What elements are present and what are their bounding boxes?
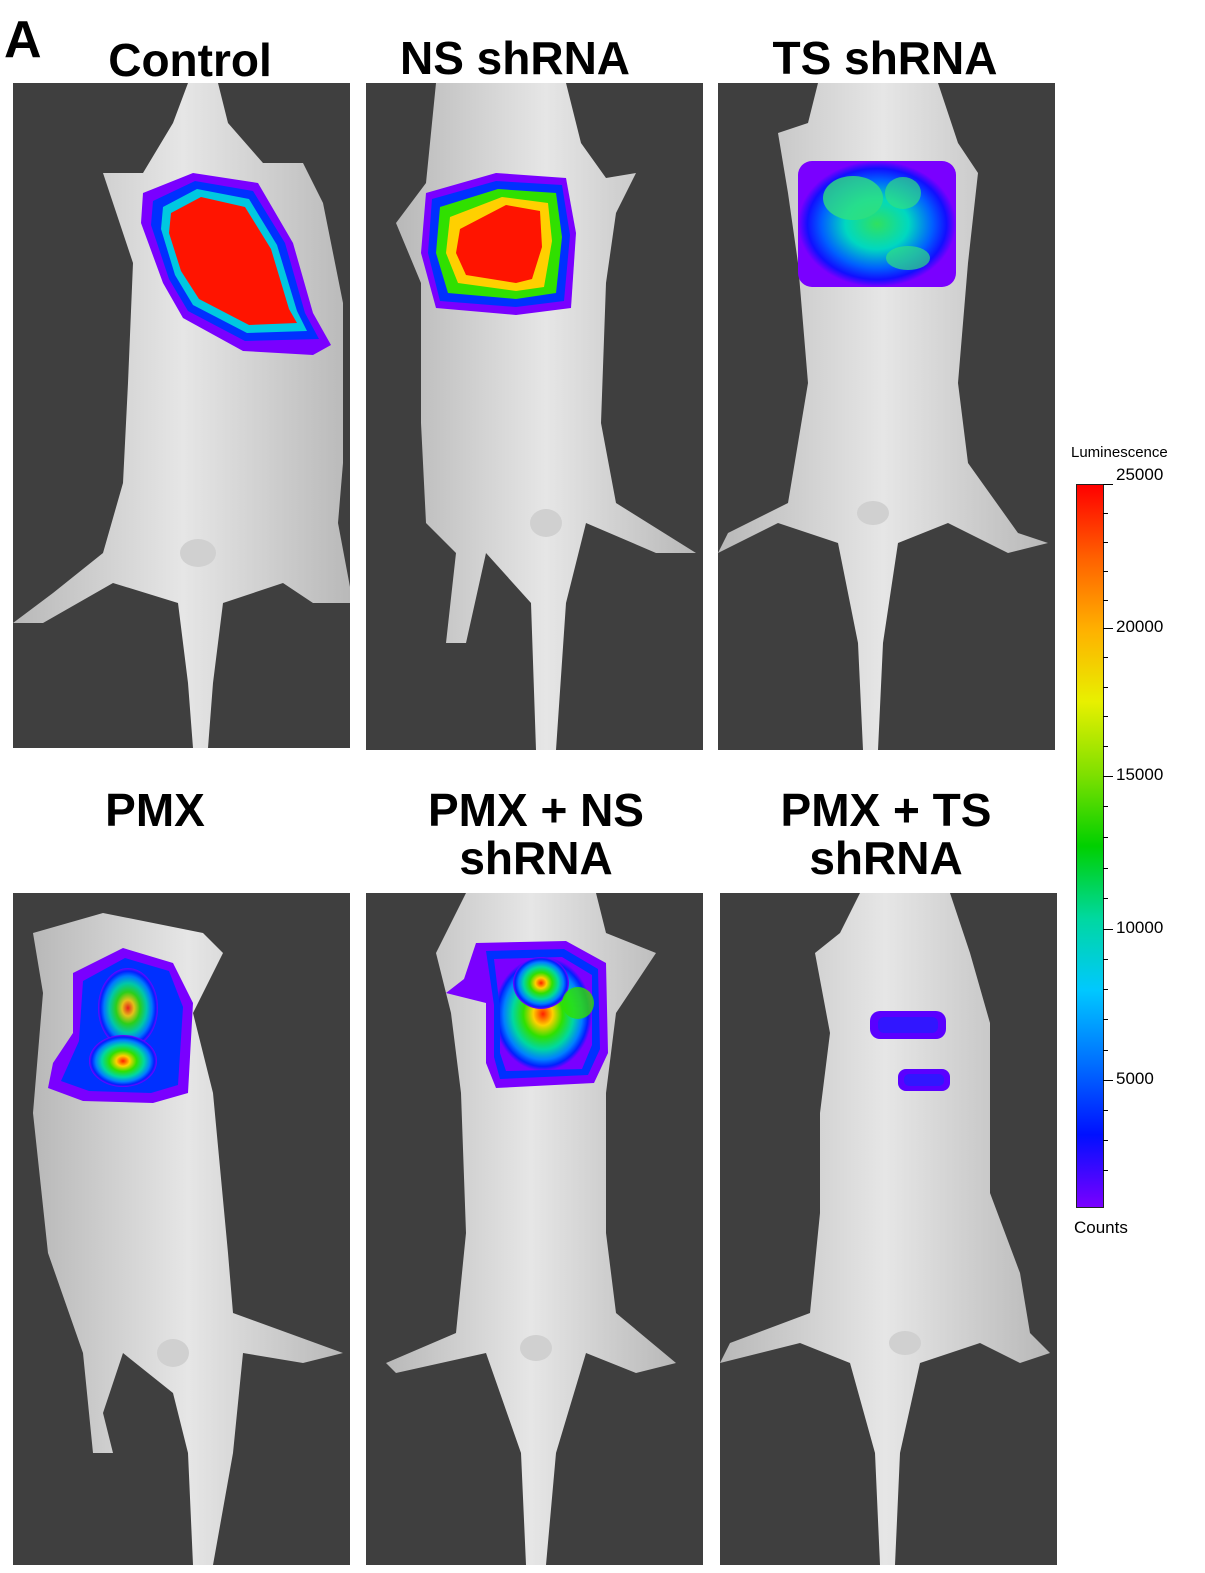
scale-minor-tick: [1103, 989, 1108, 990]
scale-title: Luminescence: [1071, 444, 1168, 461]
scale-label-5000: 5000: [1116, 1069, 1154, 1088]
scale-tick: [1103, 776, 1113, 777]
scale-minor-tick: [1103, 600, 1108, 601]
scale-minor-tick: [1103, 657, 1108, 658]
scale-tick: [1103, 1080, 1113, 1081]
scale-minor-tick: [1103, 542, 1108, 543]
scale-minor-tick: [1103, 1019, 1108, 1020]
scale-minor-tick: [1103, 513, 1108, 514]
scale-minor-tick: [1103, 806, 1108, 807]
group-label-ts-shrna: TS shRNA: [772, 32, 998, 84]
group-label-ns-shrna: NS shRNA: [399, 32, 631, 84]
luminescence-colorbar: [1076, 484, 1104, 1208]
scale-label-25000: 25000: [1116, 465, 1164, 484]
scale-label-20000: 20000: [1116, 617, 1164, 636]
mouse-image-ns-shrna: [366, 83, 703, 750]
mouse-image-control: [13, 83, 350, 748]
panel-letter: A: [4, 11, 42, 69]
scale-minor-tick: [1103, 898, 1108, 899]
scale-tick: [1103, 628, 1113, 629]
scale-tick: [1103, 484, 1113, 485]
scale-minor-tick: [1103, 687, 1108, 688]
group-label-pmx-ns-shrna: PMX + NS shRNA: [427, 784, 644, 884]
scale-minor-tick: [1103, 1170, 1108, 1171]
group-label-pmx-ts-shrna: PMX + TS shRNA: [780, 784, 992, 884]
mouse-image-pmx-ns-shrna: [366, 893, 703, 1565]
scale-minor-tick: [1103, 716, 1108, 717]
scale-unit-label: Counts: [1074, 1218, 1128, 1237]
scale-minor-tick: [1103, 1110, 1108, 1111]
scale-label-15000: 15000: [1116, 765, 1164, 784]
mouse-image-pmx: [13, 893, 350, 1565]
scale-minor-tick: [1103, 746, 1108, 747]
scale-tick: [1103, 929, 1113, 930]
mouse-image-pmx-ts-shrna: [720, 893, 1057, 1565]
mouse-image-ts-shrna: [718, 83, 1055, 750]
scale-minor-tick: [1103, 571, 1108, 572]
scale-minor-tick: [1103, 837, 1108, 838]
scale-minor-tick: [1103, 868, 1108, 869]
group-label-control: Control: [108, 34, 272, 86]
scale-minor-tick: [1103, 1140, 1108, 1141]
scale-minor-tick: [1103, 959, 1108, 960]
scale-minor-tick: [1103, 1050, 1108, 1051]
group-label-pmx: PMX: [105, 784, 205, 836]
scale-label-10000: 10000: [1116, 918, 1164, 937]
